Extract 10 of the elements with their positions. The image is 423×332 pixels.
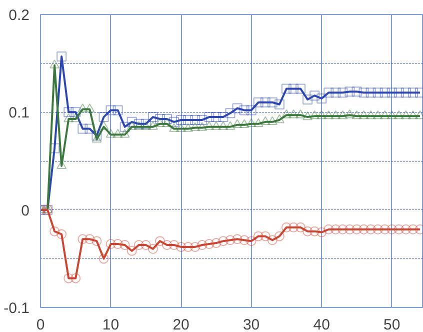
x-tick-label: 40: [313, 316, 330, 332]
y-tick-label: -0.1: [4, 300, 30, 317]
y-tick-label: 0.1: [8, 104, 30, 122]
x-tick-label: 50: [384, 316, 400, 332]
y-tick-label: 0: [21, 202, 30, 220]
x-tick-label: 30: [242, 316, 260, 332]
x-tick-label: 20: [172, 316, 190, 332]
y-tick-label: 0.2: [8, 7, 30, 24]
x-tick-label: 10: [102, 316, 120, 332]
x-tick-label: 0: [36, 316, 45, 332]
